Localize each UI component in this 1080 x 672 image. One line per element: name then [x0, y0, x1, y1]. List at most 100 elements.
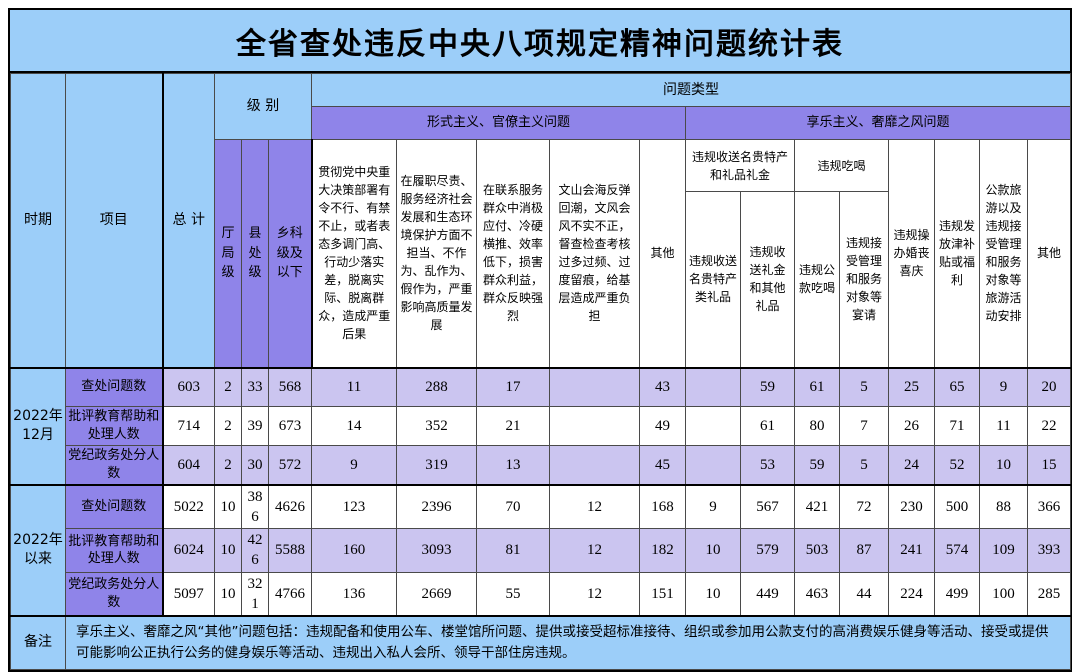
value-cell: 11	[311, 366, 397, 407]
value-cell: 26	[888, 406, 935, 446]
value-cell: 109	[979, 528, 1028, 573]
value-cell: 5022	[161, 483, 215, 529]
table-row: 2022年以来 查处问题数 5022 10 386 4626 123 2396 70 12 168 9…	[10, 483, 1072, 617]
value-cell: 24	[888, 445, 935, 485]
value-cell: 567	[740, 483, 795, 529]
value-cell: 39	[241, 406, 269, 446]
value-cell: 503	[794, 528, 840, 573]
formalism-column-header: 贯彻党中央重大决策部署有令不行、有禁不止，或者表态多调门高、行动少落实差，脱离实…	[310, 139, 397, 368]
level-column-header: 厅局级	[214, 139, 242, 368]
value-cell: 12	[549, 528, 640, 573]
value-cell: 574	[934, 528, 980, 573]
hedonism-column-header: 违规操办婚丧喜庆	[888, 139, 935, 368]
value-cell: 43	[639, 366, 686, 407]
value-cell: 2396	[396, 483, 477, 529]
value-cell: 604	[161, 445, 215, 485]
value-cell: 499	[934, 571, 980, 617]
value-cell: 3093	[396, 528, 477, 573]
value-cell: 6024	[161, 528, 215, 573]
value-cell: 9	[979, 366, 1028, 407]
table-row: 党纪政务处分人数 5097 10 321 4766 136 2669 55 12 151 10 449…	[11, 571, 1072, 617]
value-cell: 49	[639, 406, 686, 446]
value-cell: 288	[396, 366, 477, 407]
value-cell: 5588	[268, 528, 312, 573]
value-cell: 579	[740, 528, 795, 573]
value-cell: 5	[839, 366, 889, 407]
value-cell: 168	[639, 483, 686, 529]
value-cell: 2669	[396, 571, 477, 617]
period-cell: 2022年以来	[10, 483, 66, 617]
value-cell	[685, 406, 741, 446]
table-row: 批评教育帮助和处理人数 6024 10 426 5588 160 3093 81 12 182 10…	[11, 528, 1072, 573]
gift-column-header: 违规收送礼金和其他礼品	[740, 191, 795, 368]
value-cell: 285	[1026, 571, 1072, 617]
value-cell: 17	[476, 366, 550, 407]
value-cell: 463	[794, 571, 840, 617]
dining-group-header: 违规吃喝	[794, 139, 889, 192]
level-column-header: 乡科级及以下	[268, 139, 312, 368]
value-cell: 15	[1026, 445, 1072, 485]
value-cell: 81	[476, 528, 550, 573]
remark-text: 享乐主义、奢靡之风“其他”问题包括：违规配备和使用公车、楼堂馆所问题、提供或接受…	[64, 614, 1072, 670]
header-level: 级 别	[214, 73, 312, 140]
value-cell: 10	[685, 571, 741, 617]
value-cell: 13	[476, 445, 550, 485]
header-item: 项目	[65, 73, 163, 368]
value-cell: 59	[740, 366, 795, 407]
row-label: 党纪政务处分人数	[65, 445, 163, 485]
value-cell: 4766	[268, 571, 312, 617]
value-cell	[549, 445, 640, 485]
value-cell: 123	[311, 483, 397, 529]
value-cell: 230	[888, 483, 935, 529]
value-cell: 449	[740, 571, 795, 617]
level-column-header: 县处级	[241, 139, 269, 368]
row-label: 批评教育帮助和处理人数	[65, 406, 163, 446]
hedonism-column-header: 违规发放津补贴或福利	[934, 139, 980, 368]
value-cell: 20	[1026, 366, 1072, 407]
value-cell: 21	[476, 406, 550, 446]
value-cell: 2	[214, 366, 242, 407]
value-cell: 4626	[268, 483, 312, 529]
value-cell: 53	[740, 445, 795, 485]
value-cell: 33	[241, 366, 269, 407]
value-cell: 12	[549, 571, 640, 617]
row-label: 查处问题数	[65, 366, 163, 407]
value-cell: 87	[839, 528, 889, 573]
value-cell: 14	[311, 406, 397, 446]
remark-row: 备注 享乐主义、奢靡之风“其他”问题包括：违规配备和使用公车、楼堂馆所问题、提供…	[10, 614, 1072, 670]
dining-column-header: 违规公款吃喝	[794, 191, 840, 368]
value-cell: 151	[639, 571, 686, 617]
statistics-grid: 时期 项目 总 计 级 别 问题类型 形式主义、官僚主义问题 享乐主义、奢靡之风…	[10, 73, 1072, 670]
value-cell: 10	[979, 445, 1028, 485]
header-total: 总 计	[161, 73, 215, 368]
value-cell: 5	[839, 445, 889, 485]
value-cell: 100	[979, 571, 1028, 617]
band-formalism: 形式主义、官僚主义问题	[311, 106, 686, 140]
table-title: 全省查处违反中央八项规定精神问题统计表	[10, 10, 1070, 73]
value-cell: 673	[268, 406, 312, 446]
value-cell: 71	[934, 406, 980, 446]
period-cell: 2022年12月	[10, 366, 66, 485]
value-cell: 10	[214, 571, 242, 617]
value-cell: 12	[549, 483, 640, 529]
row-label: 查处问题数	[65, 483, 163, 529]
value-cell	[685, 366, 741, 407]
header-problem-type: 问题类型	[310, 73, 1072, 107]
value-cell: 61	[740, 406, 795, 446]
value-cell	[549, 406, 640, 446]
value-cell: 72	[839, 483, 889, 529]
band-hedonism: 享乐主义、奢靡之风问题	[684, 106, 1072, 140]
value-cell: 386	[241, 483, 269, 529]
value-cell	[549, 366, 640, 407]
value-cell: 160	[311, 528, 397, 573]
value-cell: 7	[839, 406, 889, 446]
value-cell: 5097	[161, 571, 215, 617]
hedonism-other-header: 其他	[1026, 139, 1072, 368]
value-cell: 10	[214, 528, 242, 573]
value-cell	[685, 445, 741, 485]
value-cell: 52	[934, 445, 980, 485]
value-cell: 59	[794, 445, 840, 485]
table-row: 2022年12月 查处问题数 603 2 33 568 11 288 17 43 59 61 5 25 65…	[10, 366, 1072, 485]
gift-column-header: 违规收送名贵特产类礼品	[685, 191, 741, 368]
formalism-column-header: 在履职尽责、服务经济社会发展和生态环境保护方面不担当、不作为、乱作为、假作为，严…	[396, 139, 477, 368]
